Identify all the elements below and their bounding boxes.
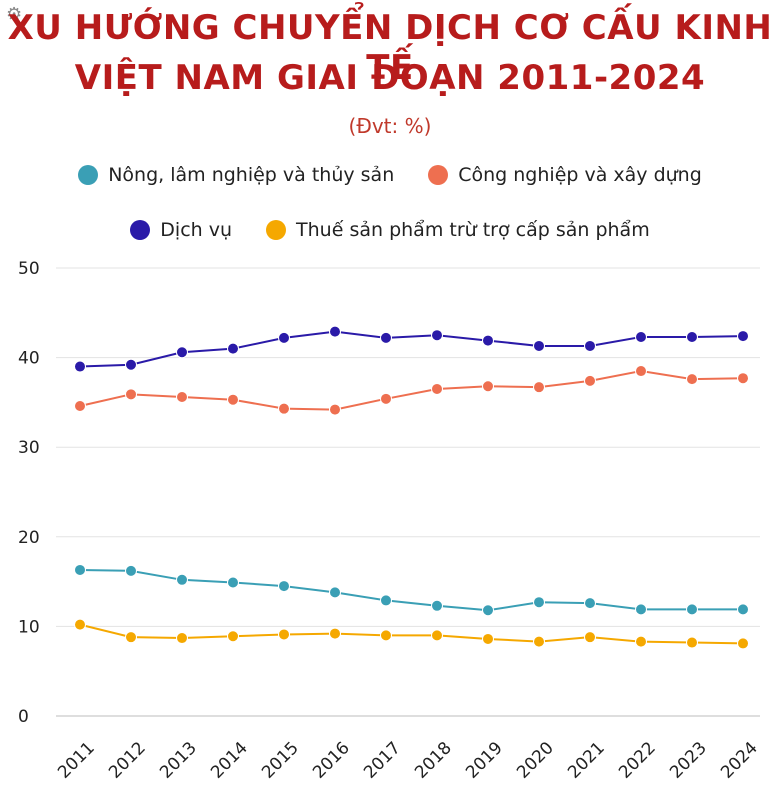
legend-item-taxes: Thuế sản phẩm trừ trợ cấp sản phẩm (266, 219, 650, 241)
data-point (278, 628, 290, 641)
x-tick-label: 2013 (156, 738, 201, 783)
x-tick-label: 2020 (513, 738, 558, 783)
data-point (482, 380, 494, 393)
x-tick-label: 2022 (615, 738, 660, 783)
data-point (737, 330, 749, 343)
data-point (227, 630, 239, 643)
data-point (74, 618, 86, 631)
legend-label-industry: Công nghiệp và xây dựng (458, 164, 702, 186)
legend-row-1: Nông, lâm nghiệp và thủy sản Công nghiệp… (0, 164, 780, 186)
x-tick-label: 2024 (717, 738, 762, 783)
legend-item-industry: Công nghiệp và xây dựng (428, 164, 702, 186)
data-point (329, 627, 341, 640)
data-point (227, 393, 239, 406)
data-point (278, 402, 290, 415)
y-tick-label: 20 (18, 528, 40, 548)
gear-icon: ⚙ (6, 4, 23, 25)
data-point (686, 603, 698, 616)
data-point (533, 339, 545, 352)
data-point (533, 381, 545, 394)
legend-dot-agriculture (78, 165, 99, 185)
y-tick-label: 0 (18, 707, 29, 727)
data-point (482, 632, 494, 645)
legend-dot-taxes (266, 220, 287, 240)
data-point (686, 330, 698, 343)
data-point (737, 637, 749, 650)
y-tick-label: 10 (18, 617, 40, 637)
series-line (79, 623, 744, 645)
data-point (227, 342, 239, 355)
data-point (482, 604, 494, 617)
data-point (176, 391, 188, 404)
x-tick-label: 2016 (309, 738, 354, 783)
y-tick-label: 40 (18, 349, 40, 369)
data-point (278, 331, 290, 344)
data-point (380, 629, 392, 642)
data-point (635, 330, 647, 343)
chart-title-line1: XU HƯỚNG CHUYỂN DỊCH CƠ CẤU KINH TẾ (7, 8, 773, 88)
data-point (380, 331, 392, 344)
data-point (329, 403, 341, 416)
data-point (584, 374, 596, 387)
data-point (737, 603, 749, 616)
y-tick-label: 30 (18, 438, 40, 458)
data-point (584, 597, 596, 610)
data-point (125, 388, 137, 401)
data-point (329, 586, 341, 599)
data-point (431, 629, 443, 642)
series-line (79, 330, 744, 368)
data-point (176, 346, 188, 359)
data-point (176, 632, 188, 645)
data-point (635, 603, 647, 616)
x-tick-label: 2012 (105, 738, 150, 783)
data-point (227, 576, 239, 589)
data-point (125, 631, 137, 644)
x-tick-label: 2015 (258, 738, 303, 783)
y-tick-label: 50 (18, 259, 40, 279)
data-point (482, 334, 494, 347)
data-point (431, 382, 443, 395)
data-point (380, 594, 392, 607)
data-point (584, 631, 596, 644)
data-point (329, 325, 341, 338)
series-line (79, 568, 743, 612)
data-point (176, 573, 188, 586)
data-point (584, 339, 596, 352)
x-tick-label: 2019 (462, 738, 507, 783)
legend-label-agriculture: Nông, lâm nghiệp và thủy sản (108, 164, 395, 186)
data-point (686, 373, 698, 386)
data-point (533, 635, 545, 648)
data-point (278, 580, 290, 593)
legend-label-services: Dịch vụ (160, 219, 233, 241)
legend-item-services: Dịch vụ (130, 219, 232, 241)
x-tick-label: 2023 (666, 738, 711, 783)
data-point (686, 636, 698, 649)
series-line (79, 370, 744, 411)
legend-dot-industry (428, 165, 449, 185)
data-point (737, 372, 749, 385)
legend-row-2: Dịch vụ Thuế sản phẩm trừ trợ cấp sản ph… (0, 219, 780, 241)
x-tick-label: 2011 (54, 738, 99, 783)
legend-label-taxes: Thuế sản phẩm trừ trợ cấp sản phẩm (296, 219, 650, 241)
data-point (125, 564, 137, 577)
data-point (74, 360, 86, 373)
data-point (74, 563, 86, 576)
chart-unit: (Đvt: %) (348, 114, 432, 138)
x-tick-label: 2014 (207, 738, 252, 783)
data-point (431, 329, 443, 342)
chart-title-line2: VIỆT NAM GIAI ĐOẠN 2011-2024 (74, 58, 706, 98)
x-tick-label: 2021 (564, 738, 609, 783)
legend-item-agriculture: Nông, lâm nghiệp và thủy sản (78, 164, 394, 186)
legend-dot-services (130, 220, 151, 240)
data-point (380, 392, 392, 405)
x-tick-label: 2017 (360, 738, 405, 783)
data-point (125, 358, 137, 371)
data-point (431, 599, 443, 612)
data-point (635, 635, 647, 648)
data-point (74, 399, 86, 412)
data-point (533, 596, 545, 609)
x-tick-label: 2018 (411, 738, 456, 783)
data-point (635, 365, 647, 378)
